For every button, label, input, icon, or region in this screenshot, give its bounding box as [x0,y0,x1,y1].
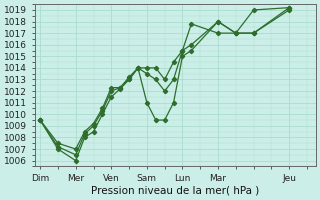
X-axis label: Pression niveau de la mer( hPa ): Pression niveau de la mer( hPa ) [91,186,260,196]
